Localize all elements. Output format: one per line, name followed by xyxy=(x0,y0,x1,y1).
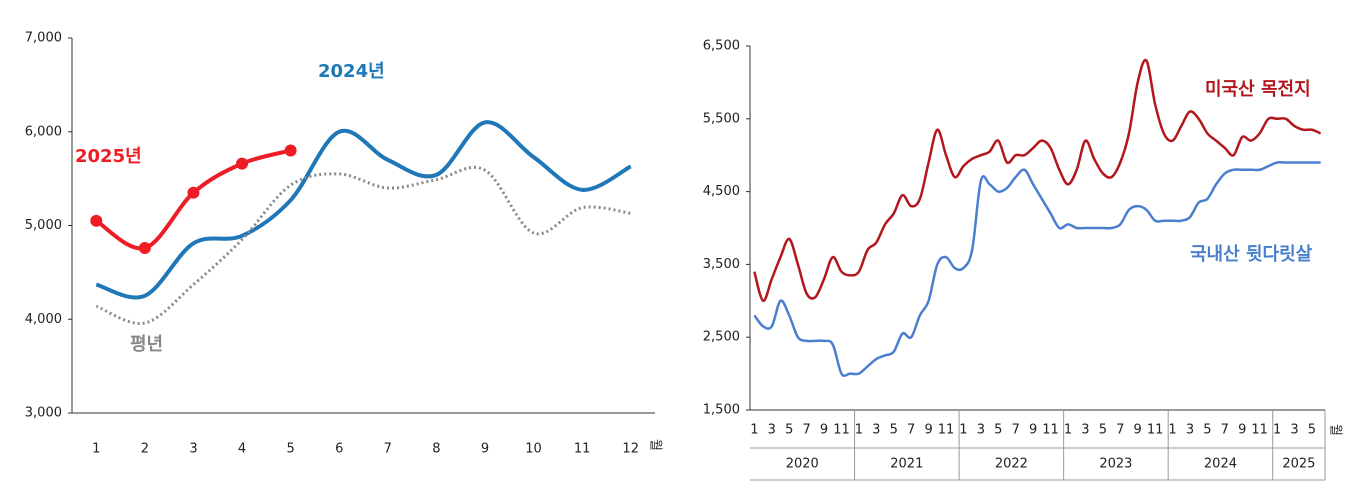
x-tick-label: 7 xyxy=(1221,423,1229,438)
x-tick-label: 5 xyxy=(785,423,793,438)
x-tick-label: 11 xyxy=(1251,423,1268,438)
y-tick-label: 5,500 xyxy=(703,111,740,126)
year-label: 2020 xyxy=(786,457,819,472)
x-tick-label: 9 xyxy=(481,442,489,457)
x-tick-label: 1 xyxy=(1168,423,1176,438)
x-tick-label: 6 xyxy=(335,442,343,457)
x-tick-label: 5 xyxy=(1308,423,1316,438)
series-label: 국내산 뒷다릿살 xyxy=(1190,244,1313,265)
x-tick-label: 4 xyxy=(238,442,246,457)
y-tick-label: 3,000 xyxy=(25,406,62,421)
x-tick-label: 1 xyxy=(1064,423,1072,438)
y-tick-label: 5,000 xyxy=(25,218,62,233)
series-label: 평년 xyxy=(130,334,163,355)
x-tick-label: 11 xyxy=(1147,423,1164,438)
series-line xyxy=(753,160,1321,377)
x-tick-label: 1 xyxy=(1273,423,1281,438)
year-label: 2023 xyxy=(1099,457,1132,472)
x-unit: 월 xyxy=(648,439,663,451)
series-label: 2025년 xyxy=(75,146,142,167)
series-line xyxy=(95,165,631,325)
x-tick-label: 9 xyxy=(820,423,828,438)
x-tick-label: 7 xyxy=(1012,423,1020,438)
x-tick-label: 3 xyxy=(1290,423,1298,438)
x-tick-label: 5 xyxy=(1203,423,1211,438)
x-tick-label: 3 xyxy=(768,423,776,438)
year-label: 2024 xyxy=(1204,457,1237,472)
x-tick-label: 8 xyxy=(432,442,440,457)
x-tick-label: 5 xyxy=(890,423,898,438)
series-label: 미국산 목전지 xyxy=(1205,79,1311,100)
x-tick-label: 11 xyxy=(938,423,955,438)
x-unit: 월 xyxy=(1328,424,1343,436)
y-tick-label: 4,500 xyxy=(703,184,740,199)
x-tick-label: 1 xyxy=(750,423,758,438)
x-tick-label: 3 xyxy=(872,423,880,438)
x-tick-label: 2 xyxy=(141,442,149,457)
y-tick-label: 6,500 xyxy=(703,39,740,54)
x-tick-label: 1 xyxy=(855,423,863,438)
x-tick-label: 7 xyxy=(384,442,392,457)
y-tick-label: 4,000 xyxy=(25,312,62,327)
x-tick-label: 7 xyxy=(802,423,810,438)
x-tick-label: 12 xyxy=(622,442,639,457)
point xyxy=(138,242,151,254)
x-tick-label: 5 xyxy=(994,423,1002,438)
series-line xyxy=(95,120,632,300)
x-tick-label: 3 xyxy=(189,442,197,457)
year-label: 2025 xyxy=(1282,457,1315,472)
x-tick-label: 3 xyxy=(1186,423,1194,438)
y-tick-label: 6,000 xyxy=(25,124,62,139)
x-tick-label: 9 xyxy=(924,423,932,438)
year-label: 2021 xyxy=(890,457,923,472)
series-label: 2024년 xyxy=(318,61,385,82)
x-tick-label: 9 xyxy=(1029,423,1037,438)
x-tick-label: 9 xyxy=(1134,423,1142,438)
y-tick-label: 3,500 xyxy=(703,257,740,272)
x-tick-label: 9 xyxy=(1238,423,1246,438)
year-label: 2022 xyxy=(995,457,1028,472)
y-tick-label: 1,500 xyxy=(703,403,740,418)
y-tick-label: 2,500 xyxy=(703,330,740,345)
point xyxy=(90,214,103,227)
x-tick-label: 3 xyxy=(977,423,985,438)
x-tick-label: 7 xyxy=(1116,423,1124,438)
x-tick-label: 3 xyxy=(1081,423,1089,438)
x-tick-label: 11 xyxy=(1042,423,1059,438)
point xyxy=(284,144,297,157)
point xyxy=(236,157,249,170)
x-tick-label: 11 xyxy=(574,442,591,457)
series-line xyxy=(753,58,1322,303)
x-tick-label: 7 xyxy=(907,423,915,438)
x-tick-label: 10 xyxy=(525,442,542,457)
x-tick-label: 5 xyxy=(286,442,294,457)
x-tick-label: 11 xyxy=(833,423,850,438)
y-tick-label: 7,000 xyxy=(25,31,62,46)
x-tick-label: 1 xyxy=(959,423,967,438)
point xyxy=(187,186,200,199)
x-tick-label: 5 xyxy=(1099,423,1107,438)
x-tick-label: 1 xyxy=(92,442,100,457)
